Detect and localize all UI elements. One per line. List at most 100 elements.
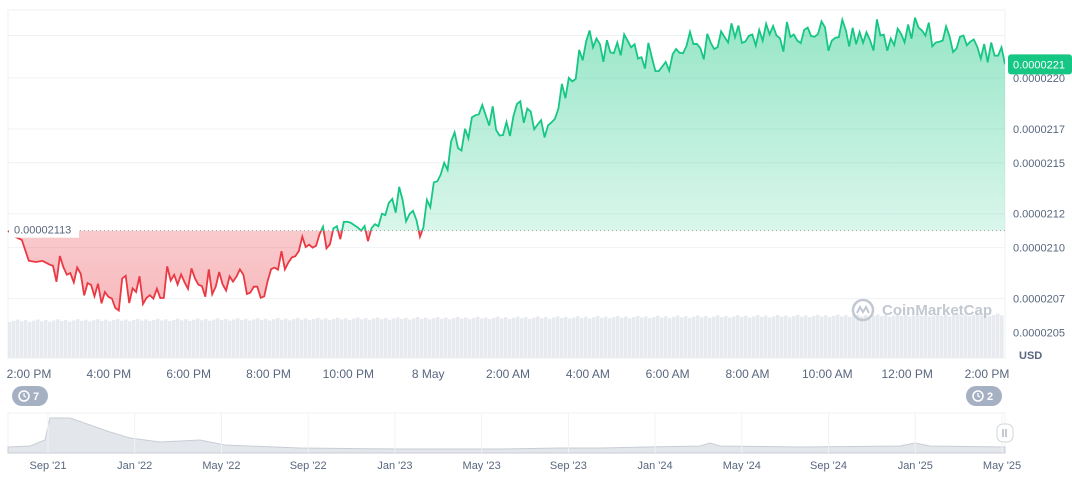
y-tick-label: 0.0000212 bbox=[1013, 209, 1065, 221]
volume-bar bbox=[972, 315, 976, 358]
volume-bar bbox=[540, 318, 544, 358]
volume-bar bbox=[304, 318, 308, 358]
price-area bbox=[8, 17, 1005, 311]
baseline-label: 0.00002113 bbox=[14, 225, 71, 237]
navigator-area bbox=[7, 417, 1006, 454]
volume-bar bbox=[212, 319, 216, 358]
volume-bar bbox=[236, 318, 240, 358]
volume-bar bbox=[692, 316, 696, 358]
volume-bar bbox=[664, 316, 668, 358]
volume-bar bbox=[644, 316, 648, 358]
left-badge[interactable]: 7 bbox=[12, 386, 48, 406]
volume-bar bbox=[436, 317, 440, 358]
volume-bar bbox=[468, 319, 472, 358]
volume-bar bbox=[216, 318, 220, 358]
volume-bar bbox=[520, 318, 524, 358]
volume-bar bbox=[224, 318, 228, 358]
y-tick-label: 0.0000210 bbox=[1013, 243, 1065, 255]
volume-bar bbox=[316, 317, 320, 358]
navigator-label: May '22 bbox=[202, 460, 240, 472]
currency-label: USD bbox=[1019, 350, 1042, 362]
volume-bar bbox=[140, 320, 144, 358]
volume-bar bbox=[768, 317, 772, 358]
volume-bar bbox=[876, 314, 880, 358]
volume-bar bbox=[44, 319, 48, 358]
volume-bar bbox=[160, 320, 164, 358]
right-badge[interactable]: 2 bbox=[966, 386, 1002, 406]
volume-bar bbox=[452, 318, 456, 358]
volume-bar bbox=[76, 319, 80, 358]
volume-bar bbox=[188, 320, 192, 358]
baseline: 0.00002113 0.0000221 bbox=[8, 54, 1072, 238]
volume-bar bbox=[964, 314, 968, 358]
volume-bar bbox=[756, 315, 760, 358]
volume-bar bbox=[688, 317, 692, 358]
volume-bar bbox=[480, 318, 484, 358]
volume-bar bbox=[916, 314, 920, 358]
volume-bar bbox=[156, 318, 160, 358]
volume-bar bbox=[796, 314, 800, 358]
volume-bar bbox=[844, 315, 848, 358]
volume-bar bbox=[904, 314, 908, 358]
volume-bar bbox=[96, 319, 100, 358]
volume-bar bbox=[896, 314, 900, 358]
volume-bar bbox=[64, 319, 68, 358]
volume-bar bbox=[288, 320, 292, 358]
volume-bar bbox=[272, 319, 276, 358]
volume-bar bbox=[736, 315, 740, 358]
price-line-down bbox=[7, 230, 424, 313]
volume-bar bbox=[544, 316, 548, 358]
volume-bar bbox=[20, 321, 24, 358]
volume-bar bbox=[412, 318, 416, 358]
volume-bar bbox=[660, 317, 664, 358]
volume-bar bbox=[572, 317, 576, 358]
volume-bar bbox=[980, 315, 984, 358]
volume-bar bbox=[384, 317, 388, 358]
volume-bar bbox=[552, 317, 556, 358]
volume-bar bbox=[500, 318, 504, 358]
volume-bar bbox=[752, 316, 756, 358]
volume-bar bbox=[880, 316, 884, 358]
volume-bar bbox=[828, 317, 832, 358]
volume-bar bbox=[168, 321, 172, 358]
volume-bar bbox=[148, 321, 152, 358]
x-tick-label: 4:00 PM bbox=[86, 367, 131, 381]
volume-bar bbox=[632, 317, 636, 358]
volume-bar bbox=[136, 318, 140, 358]
volume-bar bbox=[120, 320, 124, 358]
volume-bar bbox=[780, 316, 784, 358]
volume-bar bbox=[308, 320, 312, 358]
volume-bar bbox=[392, 318, 396, 358]
volume-bar bbox=[548, 318, 552, 358]
volume-bar bbox=[348, 319, 352, 358]
volume-bar bbox=[936, 314, 940, 358]
volume-bar bbox=[588, 318, 592, 358]
volume-bar bbox=[340, 319, 344, 358]
volume-bar bbox=[456, 316, 460, 358]
x-axis: 2:00 PM 4:00 PM 6:00 PM 8:00 PM 10:00 PM 8 Ma… bbox=[7, 367, 1010, 381]
y-tick-label: 0.0000205 bbox=[1013, 328, 1065, 340]
volume-bar bbox=[172, 319, 176, 358]
volume-bar bbox=[760, 316, 764, 358]
watermark-text: CoinMarketCap bbox=[882, 302, 992, 319]
navigator-handle[interactable] bbox=[996, 423, 1014, 443]
volume-bar bbox=[376, 317, 380, 358]
area-down bbox=[8, 230, 1005, 311]
volume-bar bbox=[648, 318, 652, 358]
volume-bar bbox=[504, 317, 508, 358]
volume-bar bbox=[344, 318, 348, 358]
volume-bar bbox=[824, 315, 828, 358]
volume-bar bbox=[32, 320, 36, 358]
volume-bar bbox=[24, 320, 28, 358]
volume-bar bbox=[300, 319, 304, 358]
volume-bar bbox=[808, 317, 812, 358]
volume-bar bbox=[612, 317, 616, 358]
navigator-label: Sep '21 bbox=[30, 460, 67, 472]
volume-bar bbox=[600, 317, 604, 358]
volume-bar bbox=[48, 321, 52, 358]
volume-bar bbox=[512, 317, 516, 358]
volume-bar bbox=[432, 318, 436, 358]
volume-bar bbox=[616, 315, 620, 358]
